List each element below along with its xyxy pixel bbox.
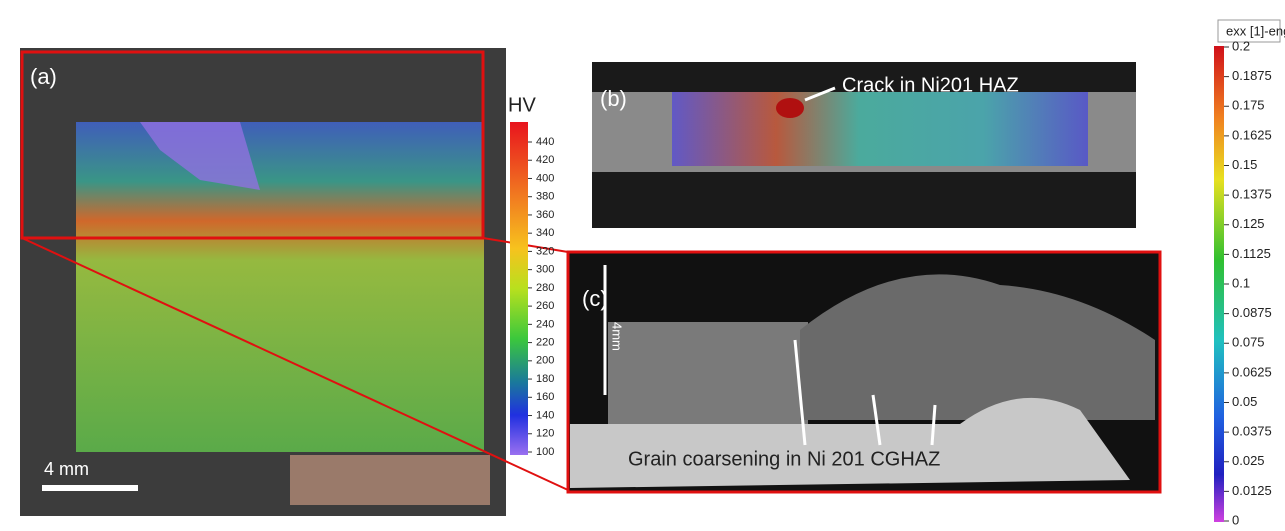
tick-label: 0.15 [1232, 157, 1257, 172]
tick-label: 0.0875 [1232, 305, 1272, 320]
annotation: Crack in Ni201 HAZ [842, 74, 1019, 96]
tick-label: 180 [536, 373, 554, 385]
tick-label: 0.0125 [1232, 483, 1272, 498]
tick-label: 380 [536, 191, 554, 203]
scale-label: 4 mm [44, 459, 89, 479]
tick-label: 0.125 [1232, 216, 1265, 231]
tick-label: 0.1125 [1232, 246, 1271, 261]
tick-label: 420 [536, 154, 554, 166]
tick-label: 0.075 [1232, 335, 1265, 350]
colorbar-title: HV [508, 94, 536, 116]
tick-label: 320 [536, 245, 554, 257]
panel-label: (a) [30, 64, 57, 89]
colorbar-title: exx [1]-engr. [1226, 23, 1285, 38]
tick-label: 0.175 [1232, 98, 1265, 113]
tick-label: 0.0375 [1232, 424, 1272, 439]
base-metal [608, 322, 808, 424]
scale-label: 4mm [610, 322, 625, 351]
tick-label: 200 [536, 355, 554, 367]
annotation: Grain coarsening in Ni 201 CGHAZ [628, 448, 940, 470]
tick-label: 260 [536, 300, 554, 312]
crack-spot [776, 98, 804, 118]
tick-label: 0.1 [1232, 275, 1250, 290]
tick-label: 0.0625 [1232, 364, 1272, 379]
tick-label: 0.05 [1232, 394, 1257, 409]
tick-label: 120 [536, 428, 554, 440]
panel-label: (c) [582, 286, 608, 311]
tick-label: 0.1375 [1232, 187, 1272, 202]
tick-label: 0.2 [1232, 38, 1250, 53]
ruler [290, 455, 490, 505]
tick-label: 360 [536, 209, 554, 221]
panel-label: (b) [600, 86, 627, 111]
tick-label: 140 [536, 409, 554, 421]
tick-label: 400 [536, 172, 554, 184]
tick-label: 300 [536, 264, 554, 276]
scale-bar [42, 485, 138, 491]
tick-label: 0 [1232, 512, 1239, 527]
hardness-map [76, 122, 484, 452]
tick-label: 100 [536, 446, 554, 458]
strain-map [672, 92, 1088, 166]
tick-label: 280 [536, 282, 554, 294]
tick-label: 440 [536, 136, 554, 148]
tick-label: 0.025 [1232, 453, 1265, 468]
strain-colorbar [1214, 46, 1224, 522]
tick-label: 160 [536, 391, 554, 403]
tick-label: 0.1625 [1232, 127, 1272, 142]
tick-label: 240 [536, 318, 554, 330]
tick-label: 340 [536, 227, 554, 239]
figure: (a) 4 mm HV (b) Crack in Ni201 HAZ (c) 4… [0, 0, 1285, 531]
tick-label: 220 [536, 336, 554, 348]
tick-label: 0.1875 [1232, 68, 1272, 83]
hv-colorbar [510, 122, 528, 455]
